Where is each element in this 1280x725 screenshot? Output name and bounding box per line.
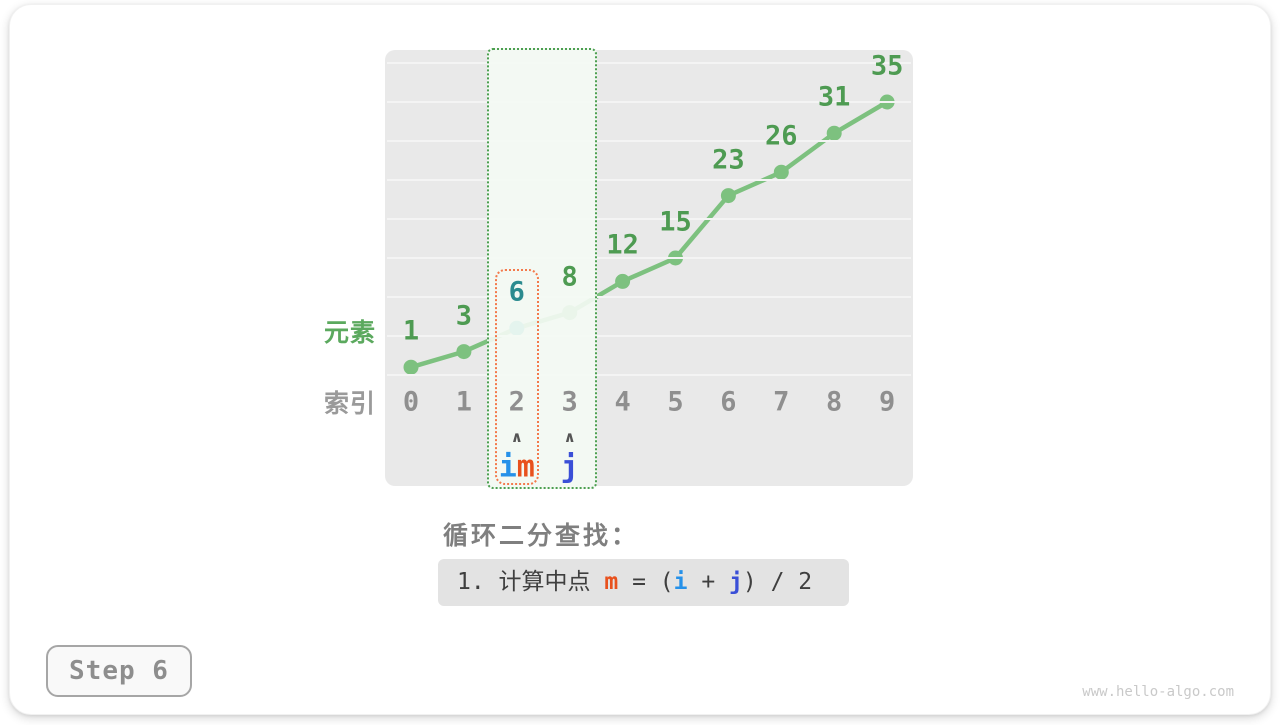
index-label: 5	[667, 387, 683, 418]
index-label: 3	[562, 387, 578, 418]
formula-text-plus: +	[688, 569, 730, 595]
gridline	[387, 374, 911, 376]
caption-title: 循环二分查找：	[443, 516, 639, 552]
index-label: 6	[720, 387, 736, 418]
pointer-label-im: im	[499, 450, 535, 485]
gridline	[387, 140, 911, 142]
value-label: 15	[659, 207, 692, 238]
formula-text-prefix: 1. 计算中点	[457, 569, 604, 595]
value-label: 26	[765, 121, 798, 152]
y-axis-label: 元素	[324, 313, 376, 349]
index-label: 1	[456, 387, 472, 418]
formula-text-suffix: ) / 2	[743, 569, 812, 595]
formula-var-j: j	[729, 569, 743, 595]
pointer-char-m: m	[517, 450, 535, 485]
formula-var-i: i	[674, 569, 688, 595]
gridline	[387, 179, 911, 181]
gridline	[387, 296, 911, 298]
pointer-label-j: j	[561, 450, 579, 485]
value-label: 23	[712, 144, 745, 175]
value-label: 8	[562, 261, 578, 292]
gridline	[387, 257, 911, 259]
step-badge: Step 6	[46, 645, 192, 697]
index-label: 0	[403, 387, 419, 418]
pointer-caret-icon: ∧	[564, 428, 576, 446]
index-label: 9	[879, 387, 895, 418]
value-label: 31	[818, 82, 851, 113]
value-label: 12	[606, 230, 639, 261]
x-axis-label: 索引	[324, 384, 376, 420]
value-label: 3	[456, 300, 472, 331]
gridline	[387, 218, 911, 220]
index-label: 7	[773, 387, 789, 418]
index-label: 8	[826, 387, 842, 418]
formula-text-eq: = (	[618, 569, 673, 595]
chart-plot-area	[385, 50, 913, 486]
watermark-url: www.hello-algo.com	[1082, 684, 1234, 700]
pointer-char-j: j	[561, 450, 579, 485]
pointer-char-i: i	[499, 450, 517, 485]
index-label: 4	[614, 387, 630, 418]
gridline	[387, 62, 911, 64]
value-label: 35	[871, 51, 904, 82]
formula-var-m: m	[604, 569, 618, 595]
formula-box: 1. 计算中点 m = (i + j) / 2	[438, 559, 849, 606]
pointer-caret-icon: ∧	[511, 428, 523, 446]
gridline	[387, 335, 911, 337]
value-label: 1	[403, 316, 419, 347]
